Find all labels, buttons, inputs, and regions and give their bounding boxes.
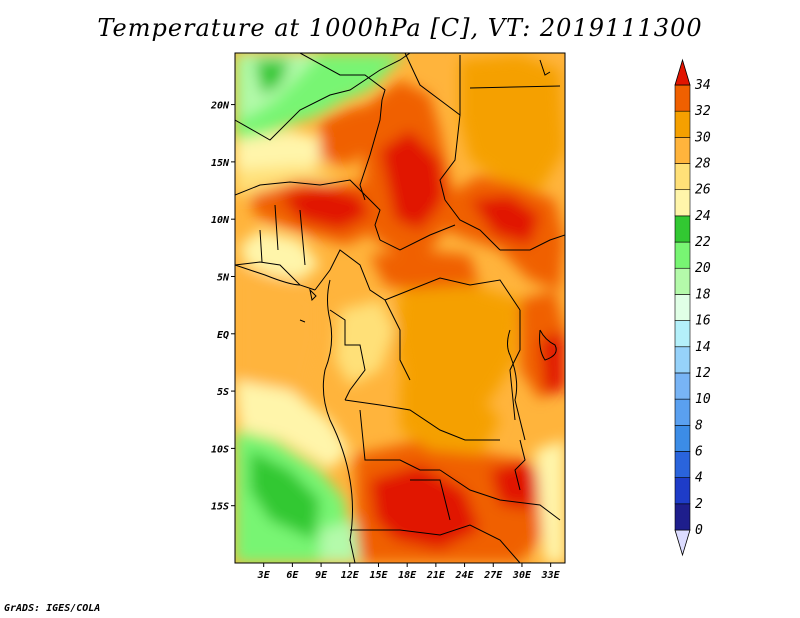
colorbar-bin <box>674 398 691 426</box>
colorbar-label: 30 <box>694 130 711 145</box>
colorbar-label: 32 <box>694 104 711 119</box>
lat-tick-label: 10S <box>211 444 229 455</box>
lon-tick-label: 18E <box>398 570 417 581</box>
latitude-axis: 20N 15N 10N 5N EQ 5S 10S 15S <box>210 101 235 513</box>
colorbar-bin <box>674 137 691 164</box>
colorbar-label: 2 <box>695 497 703 512</box>
grads-credit: GrADS: IGES/COLA <box>4 603 101 614</box>
colorbar-bin <box>674 424 691 452</box>
lon-tick-label: 9E <box>315 570 328 581</box>
colorbar-label: 10 <box>695 392 711 407</box>
lat-tick-label: 10N <box>211 215 230 226</box>
lat-tick-label: EQ <box>217 330 229 341</box>
map-frame <box>234 52 566 564</box>
colorbar-bin <box>674 451 691 478</box>
lat-tick-label: 5S <box>217 387 229 398</box>
colorbar-label: 28 <box>695 157 711 172</box>
colorbar-under-arrow <box>674 529 691 557</box>
colorbar-label: 20 <box>695 261 711 276</box>
country-borders <box>235 53 565 563</box>
colorbar-bin <box>674 372 691 400</box>
colorbar-label: 26 <box>695 183 711 198</box>
colorbar-label: 14 <box>695 340 711 355</box>
colorbar-bin <box>674 320 691 348</box>
colorbar-label: 22 <box>695 235 711 250</box>
colorbar-bin <box>674 241 691 269</box>
colorbar-label: 16 <box>695 314 711 329</box>
lon-tick-label: 30E <box>512 570 532 581</box>
colorbar-label: 18 <box>695 287 711 302</box>
colorbar-label: 6 <box>695 444 703 459</box>
colorbar-bin <box>674 294 691 321</box>
lon-tick-label: 15E <box>369 570 388 581</box>
colorbar-label: 34 <box>694 78 711 93</box>
lon-tick-label: 3E <box>257 570 271 581</box>
longitude-axis: 3E 6E 9E 12E 15E 18E 21E 24E 27E 30E 33E <box>257 563 561 581</box>
colorbar-bin <box>674 503 691 531</box>
colorbar-label: 8 <box>695 418 703 433</box>
colorbar-bin <box>674 477 691 505</box>
colorbar-label: 0 <box>695 523 703 538</box>
colorbar-label: 12 <box>695 366 711 381</box>
colorbar-bin <box>674 163 691 191</box>
lat-tick-label: 5N <box>217 272 230 283</box>
colorbar-label: 4 <box>695 471 703 486</box>
colorbar-bin <box>674 110 691 138</box>
lon-tick-label: 6E <box>286 570 299 581</box>
lat-tick-label: 15N <box>211 158 230 169</box>
lon-tick-label: 27E <box>483 570 503 581</box>
lon-tick-label: 21E <box>426 570 446 581</box>
colorbar-bin <box>674 346 691 374</box>
colorbar-label: 24 <box>695 209 711 224</box>
lon-tick-label: 24E <box>455 570 475 581</box>
colorbar-bin <box>674 215 691 243</box>
lon-tick-label: 12E <box>341 570 360 581</box>
temperature-field <box>235 53 565 563</box>
colorbar-bin <box>674 267 691 295</box>
map-title: Temperature at 1000hPa [C], VT: 20191113… <box>97 14 703 42</box>
colorbar-over-arrow <box>674 58 691 86</box>
lon-tick-label: 33E <box>541 570 561 581</box>
colorbar-bin <box>674 189 691 217</box>
colorbar-bin <box>674 84 691 112</box>
lat-tick-label: 20N <box>210 101 230 112</box>
lat-tick-label: 15S <box>211 502 229 513</box>
